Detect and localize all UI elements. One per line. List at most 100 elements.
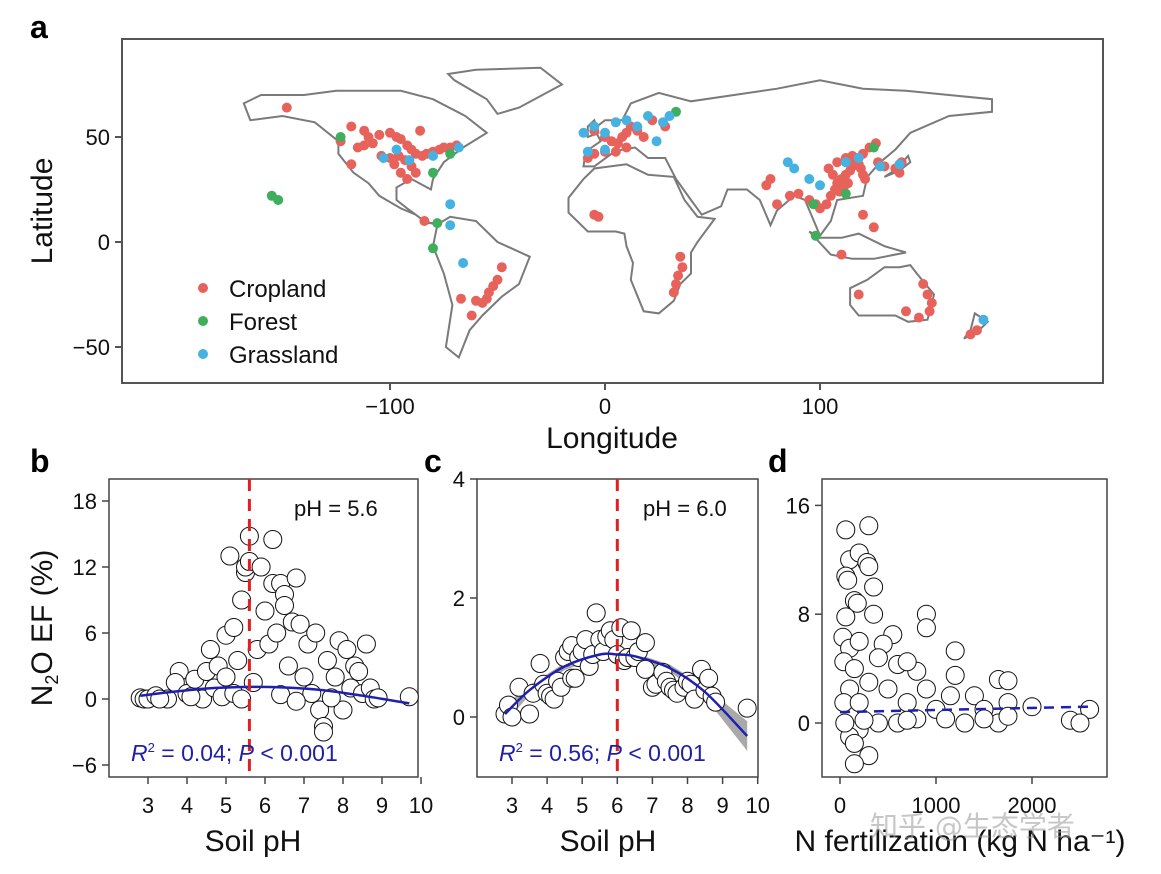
data-point [897, 693, 917, 713]
x-tick-label: 4 [181, 793, 193, 818]
data-point [502, 707, 522, 727]
data-point [897, 652, 917, 672]
data-point [317, 651, 337, 670]
x-tick-label: 3 [142, 793, 154, 818]
r2-sup-b: 2 [148, 740, 155, 755]
map-point-grassland [578, 127, 589, 138]
legend-marker-forest [198, 316, 208, 326]
map-point-forest [810, 230, 821, 241]
data-point [964, 686, 984, 706]
map-point-cropland [621, 142, 632, 153]
map-point-cropland [924, 306, 935, 317]
p-label-b: P [239, 740, 255, 766]
fit-curve [140, 685, 410, 705]
data-point [337, 640, 357, 659]
legend-label-grassland: Grassland [229, 342, 338, 369]
data-point [200, 640, 220, 659]
data-point [844, 659, 864, 679]
map-point-cropland [821, 199, 832, 210]
map-point-grassland [789, 163, 800, 174]
map-point-grassland [651, 136, 662, 147]
data-point [530, 654, 550, 673]
map-point-cropland [765, 174, 776, 184]
data-point [737, 698, 757, 718]
data-point [349, 662, 369, 681]
map-point-cropland [926, 297, 937, 308]
map-point-cropland [374, 129, 385, 140]
panel-d-scatter: 0 1000 2000 16 8 0 [786, 478, 1108, 818]
data-point [228, 651, 248, 670]
legend-label-cropland: Cropland [229, 276, 326, 303]
map-point-grassland [804, 174, 815, 184]
map-point-cropland [471, 295, 481, 306]
data-point [835, 713, 855, 733]
data-point [849, 693, 869, 713]
y-tick-label: 18 [73, 489, 97, 514]
data-point [847, 593, 867, 613]
data-point [333, 700, 353, 720]
map-point-cropland [675, 251, 686, 262]
data-point [864, 577, 884, 597]
y-title-subscript: 2 [42, 675, 62, 685]
data-point [251, 557, 271, 577]
r2-text-c: = 0.56; [523, 740, 607, 766]
y-tick-label: 8 [798, 602, 810, 627]
map-point-cropland [496, 262, 507, 273]
land-outline [582, 79, 993, 238]
x-tick-label: 8 [337, 793, 349, 818]
data-point [955, 713, 975, 733]
y-tick-label: −50 [73, 335, 110, 360]
map-point-cropland [901, 306, 911, 317]
data-point [216, 667, 236, 687]
data-point [306, 623, 326, 643]
map-point-forest [840, 188, 851, 199]
map-point-grassland [978, 314, 989, 325]
y-tick-label: 50 [86, 125, 110, 150]
data-point [974, 709, 994, 729]
data-point [314, 722, 333, 742]
map-point-grassland [664, 111, 675, 121]
data-point [945, 641, 965, 661]
map-point-grassland [404, 155, 415, 166]
r2-sup-c: 2 [516, 740, 523, 755]
map-point-grassland [782, 157, 793, 168]
y-title-rest: O EF (%) [26, 550, 59, 675]
data-point [859, 557, 879, 577]
data-point [940, 686, 960, 706]
map-point-cropland [415, 125, 426, 136]
data-point [849, 631, 869, 651]
map-point-cropland [853, 289, 864, 300]
data-point [181, 687, 201, 707]
map-point-grassland [894, 159, 905, 170]
map-point-grassland [853, 153, 864, 163]
y-tick-label: 2 [453, 586, 465, 611]
stats-b: R2 = 0.04; P < 0.001 [131, 740, 338, 766]
map-point-cropland [894, 167, 905, 178]
data-point [699, 668, 719, 688]
map-point-cropland [913, 312, 924, 323]
data-point [565, 668, 585, 688]
map-point-cropland [972, 325, 982, 336]
map-point-cropland [673, 270, 684, 281]
x-tick-label: 7 [298, 793, 310, 818]
fit-line [839, 705, 1090, 714]
x-tick-label: 9 [716, 793, 728, 818]
map-point-cropland [860, 174, 871, 184]
data-point [844, 733, 864, 753]
legend-marker-cropland [198, 283, 208, 293]
map-point-forest [335, 132, 346, 142]
data-point [286, 568, 306, 588]
map-point-cropland [346, 159, 357, 170]
map-point-grassland [658, 117, 668, 128]
x-tick-label: −100 [365, 394, 415, 419]
map-point-grassland [428, 150, 438, 161]
y-tick-label: 12 [73, 555, 97, 580]
map-point-cropland [359, 140, 370, 151]
y-tick-label: −6 [72, 753, 97, 778]
y-tick-label: 0 [453, 705, 465, 730]
panel-label-c: c [424, 443, 442, 479]
annotation-c: pH = 6.0 [643, 496, 727, 521]
data-point [836, 520, 856, 540]
map-point-cropland [668, 287, 679, 298]
